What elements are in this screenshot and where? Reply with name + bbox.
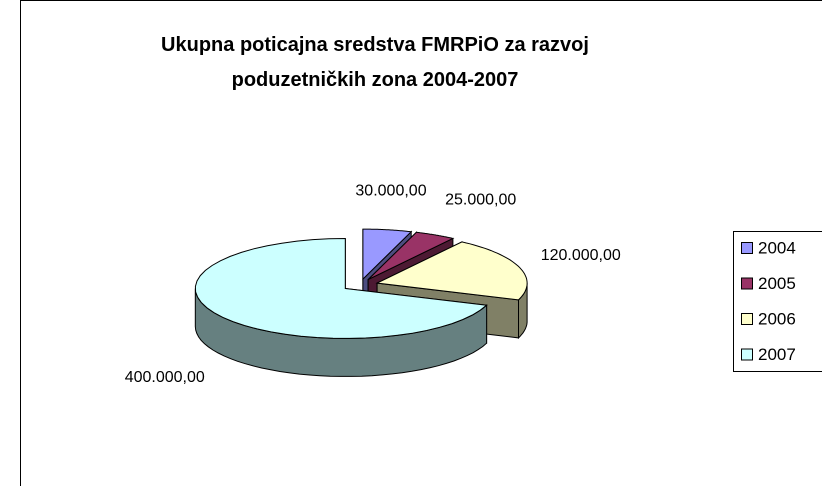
data-label: 400.000,00	[125, 369, 205, 386]
pie-tops	[194, 228, 528, 339]
legend-swatch	[741, 242, 753, 254]
slice	[375, 241, 528, 301]
legend-swatch	[741, 313, 753, 325]
slice	[367, 231, 455, 281]
legend-label: 2004	[758, 238, 796, 257]
legend: 2004 2005 2006 2007	[741, 238, 796, 364]
slice	[362, 228, 413, 281]
data-label: 120.000,00	[541, 247, 621, 264]
data-label: 30.000,00	[355, 182, 426, 199]
legend-swatch	[741, 277, 753, 290]
chart-title: Ukupna poticajna sredstva FMRPiO za razv…	[161, 34, 589, 91]
legend-label: 2006	[758, 309, 796, 328]
data-label: 25.000,00	[445, 191, 516, 208]
legend-swatch	[741, 348, 753, 361]
slice	[194, 237, 488, 339]
legend-label: 2007	[758, 345, 796, 364]
legend-box	[733, 231, 822, 372]
legend-label: 2005	[758, 274, 796, 293]
data-labels: 30.000,00 25.000,00 120.000,00 400.000,00	[125, 182, 621, 386]
